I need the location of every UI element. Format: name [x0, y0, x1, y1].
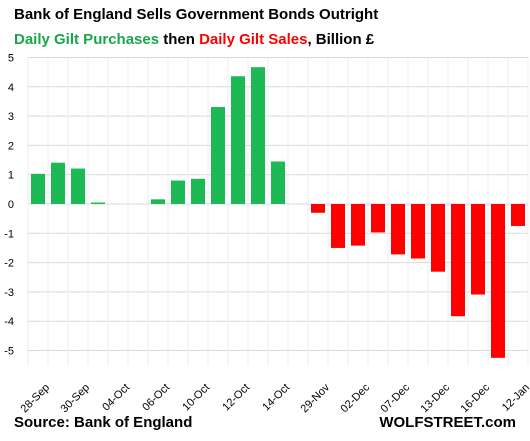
x-tick-label: 06-Oct [140, 382, 172, 414]
bar-03-Oct [91, 202, 105, 204]
bar-30-Sep [71, 168, 85, 204]
bar-12-Oct [231, 76, 245, 204]
bars [31, 67, 525, 358]
bar-29-Nov [311, 204, 325, 213]
bar-28-Sep [31, 173, 45, 204]
bar-13-Oct [251, 67, 265, 204]
site-credit: WOLFSTREET.com [379, 414, 516, 431]
x-axis-ticks: 28-Sep 30-Sep 04-Oct 06-Oct 10-Oct 12-Oct 14-O… [19, 381, 530, 415]
y-tick-label: 3 [8, 111, 14, 123]
bar-07-Dec [391, 204, 405, 255]
y-tick-label: -5 [4, 346, 14, 358]
bar-06-Oct [151, 199, 165, 204]
bar-14-Dec [451, 204, 465, 317]
bar-16-Dec [471, 204, 485, 295]
x-tick-label: 12-Jan [500, 382, 530, 414]
x-tick-label: 12-Oct [220, 382, 252, 414]
y-tick-label: -1 [4, 228, 14, 240]
bar-02-Dec [351, 204, 365, 246]
bar-08-Dec [411, 204, 425, 259]
bar-01-Dec [331, 204, 345, 248]
y-tick-label: 1 [8, 170, 14, 182]
x-tick-label: 13-Dec [419, 381, 453, 415]
x-tick-label: 16-Dec [459, 381, 493, 415]
bar-07-Oct [171, 180, 185, 204]
bar-20-Dec [491, 204, 505, 358]
source-note: Source: Bank of England [14, 414, 193, 431]
subtitle-sales: Daily Gilt Sales [199, 31, 308, 48]
y-tick-label: 0 [8, 199, 14, 211]
chart-subtitle: Daily Gilt Purchases then Daily Gilt Sal… [14, 31, 374, 48]
bar-12-Jan [511, 204, 525, 226]
chart-title: Bank of England Sells Government Bonds O… [14, 6, 379, 23]
subtitle-then: then [159, 31, 200, 48]
y-tick-label: -2 [4, 258, 14, 270]
bar-11-Oct [211, 107, 225, 204]
y-axis-ticks: 5 4 3 2 1 0 -1 -2 -3 -4 -5 [4, 53, 14, 358]
x-tick-label: 02-Dec [339, 381, 373, 415]
x-tick-label: 10-Oct [180, 382, 212, 414]
bar-13-Dec [431, 204, 445, 272]
y-tick-label: -4 [4, 316, 14, 328]
x-tick-label: 04-Oct [100, 382, 132, 414]
bar-06-Dec [371, 204, 385, 233]
y-tick-label: -3 [4, 287, 14, 299]
subtitle-units: , Billion £ [307, 31, 375, 48]
x-tick-label: 30-Sep [59, 382, 93, 416]
bar-14-Oct [271, 161, 285, 204]
y-tick-label: 5 [8, 53, 14, 65]
y-tick-label: 4 [8, 82, 14, 94]
bar-29-Sep [51, 162, 65, 204]
x-tick-label: 28-Sep [19, 382, 53, 416]
y-tick-label: 2 [8, 140, 14, 152]
bar-10-Oct [191, 178, 205, 204]
x-tick-label: 14-Oct [260, 382, 292, 414]
subtitle-purchases: Daily Gilt Purchases [14, 31, 160, 48]
x-tick-label: 29-Nov [299, 381, 333, 415]
x-tick-label: 07-Dec [379, 381, 413, 415]
